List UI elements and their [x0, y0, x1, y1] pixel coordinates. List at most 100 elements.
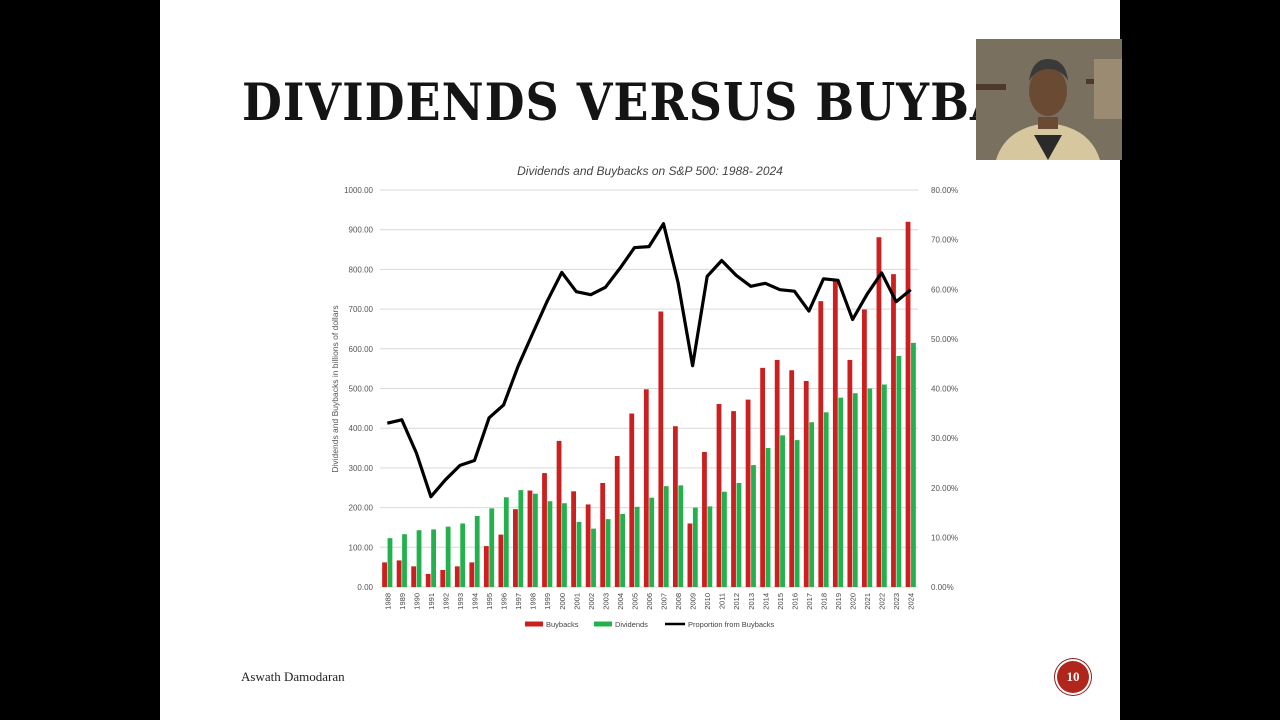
- bar-dividends: [809, 422, 815, 587]
- bar-buybacks: [629, 413, 635, 587]
- bar-dividends: [896, 355, 902, 587]
- chart: Dividends and Buybacks on S&P 500: 1988-…: [330, 164, 958, 629]
- bar-dividends: [867, 388, 873, 587]
- bar-dividends: [794, 440, 800, 587]
- bar-dividends: [605, 519, 611, 587]
- bar-dividends: [852, 393, 858, 587]
- x-tick-label: 2019: [834, 593, 843, 610]
- bar-dividends: [722, 491, 727, 587]
- x-tick-label: 2013: [747, 593, 756, 610]
- legend-label: Buybacks: [546, 620, 579, 629]
- bar-buybacks: [469, 562, 475, 587]
- bar-dividends: [431, 529, 436, 587]
- bar-buybacks: [411, 566, 417, 587]
- y2-tick-label: 10.00%: [931, 533, 958, 542]
- bar-buybacks: [876, 237, 882, 588]
- x-tick-label: 2012: [732, 593, 741, 610]
- y-tick-label: 200.00: [349, 504, 374, 513]
- x-tick-label: 2018: [819, 593, 828, 610]
- bar-dividends: [474, 515, 480, 587]
- x-tick-label: 2024: [907, 593, 916, 610]
- y-tick-label: 0.00: [357, 583, 373, 592]
- x-tick-label: 1991: [427, 593, 436, 610]
- y2-tick-label: 30.00%: [931, 434, 958, 443]
- legend-label: Dividends: [615, 620, 648, 629]
- x-tick-label: 1988: [383, 593, 392, 610]
- bar-buybacks: [789, 370, 795, 587]
- bar-dividends: [663, 486, 669, 587]
- bar-dividends: [576, 521, 582, 587]
- y2-tick-label: 70.00%: [931, 236, 958, 245]
- y-axis-label: Dividends and Buybacks in billions of do…: [330, 305, 340, 472]
- bar-buybacks: [774, 359, 780, 587]
- y-tick-label: 100.00: [349, 543, 374, 552]
- bar-buybacks: [818, 301, 824, 587]
- bar-dividends: [751, 465, 756, 587]
- bar-buybacks: [702, 452, 707, 587]
- x-tick-label: 2014: [761, 593, 770, 610]
- bar-dividends: [387, 538, 393, 587]
- bar-buybacks: [891, 274, 896, 587]
- x-tick-label: 2005: [630, 593, 639, 610]
- y2-tick-label: 80.00%: [931, 186, 958, 195]
- bar-buybacks: [556, 440, 562, 587]
- bar-dividends: [402, 534, 407, 587]
- bar-dividends: [562, 503, 567, 587]
- x-tick-label: 2010: [703, 593, 712, 610]
- y-tick-label: 700.00: [349, 305, 374, 314]
- y2-tick-label: 60.00%: [931, 285, 958, 294]
- x-tick-label: 2021: [863, 593, 872, 610]
- x-tick-label: 2000: [558, 593, 567, 610]
- bar-dividends: [911, 342, 916, 587]
- y2-axis-ticks: 0.00% 10.00% 20.00% 30.00% 40.00% 50.00% 60.00…: [931, 186, 958, 592]
- bar-dividends: [532, 493, 538, 587]
- x-tick-label: 1999: [543, 593, 552, 610]
- bar-buybacks: [527, 490, 533, 587]
- bar-dividends: [707, 506, 713, 587]
- bar-buybacks: [513, 509, 518, 587]
- bar-buybacks: [687, 523, 693, 587]
- x-tick-label: 2001: [572, 593, 581, 610]
- bar-buybacks: [672, 426, 678, 587]
- x-tick-label: 1995: [485, 593, 494, 610]
- x-tick-label: 2023: [892, 593, 901, 610]
- bar-dividends: [620, 513, 626, 587]
- y-tick-label: 1000.00: [344, 186, 373, 195]
- y-axis-ticks: 0.00 100.00 200.00 300.00 400.00 500.00 600.00…: [344, 186, 373, 592]
- bar-dividends: [634, 506, 640, 587]
- bar-buybacks: [643, 389, 649, 587]
- x-tick-label: 2016: [790, 593, 799, 610]
- bar-dividends: [547, 501, 553, 587]
- bar-buybacks: [483, 546, 489, 587]
- y-tick-label: 500.00: [349, 385, 374, 394]
- y2-tick-label: 50.00%: [931, 335, 958, 344]
- bar-buybacks: [585, 504, 591, 587]
- bar-buybacks: [425, 573, 431, 587]
- x-tick-label: 2004: [616, 593, 625, 610]
- bar-buybacks: [396, 560, 402, 587]
- y-tick-label: 800.00: [349, 265, 374, 274]
- bar-buybacks: [382, 562, 387, 587]
- x-tick-label: 1990: [412, 593, 421, 610]
- bar-buybacks: [745, 399, 751, 587]
- y-tick-label: 900.00: [349, 226, 374, 235]
- bar-dividends: [489, 508, 495, 587]
- y2-tick-label: 20.00%: [931, 484, 958, 493]
- x-tick-label: 1997: [514, 593, 523, 610]
- bar-buybacks: [803, 380, 809, 587]
- y-tick-label: 400.00: [349, 424, 374, 433]
- bar-dividends: [445, 526, 451, 587]
- x-tick-label: 2022: [878, 593, 887, 610]
- bar-buybacks: [847, 359, 853, 587]
- x-tick-label: 2008: [674, 593, 683, 610]
- x-tick-label: 2020: [849, 593, 858, 610]
- x-axis-ticks: 1988 1989 1990 1991 1992 1993 1994 1995 1996 1997…: [383, 593, 915, 610]
- bar-dividends: [692, 507, 698, 587]
- x-tick-label: 2015: [776, 593, 785, 610]
- y2-tick-label: 0.00%: [931, 583, 954, 592]
- footer-author: Aswath Damodaran: [241, 669, 345, 684]
- x-tick-label: 1989: [398, 593, 407, 610]
- bar-buybacks: [571, 491, 576, 587]
- bar-buybacks: [498, 534, 504, 587]
- x-tick-label: 2002: [587, 593, 596, 610]
